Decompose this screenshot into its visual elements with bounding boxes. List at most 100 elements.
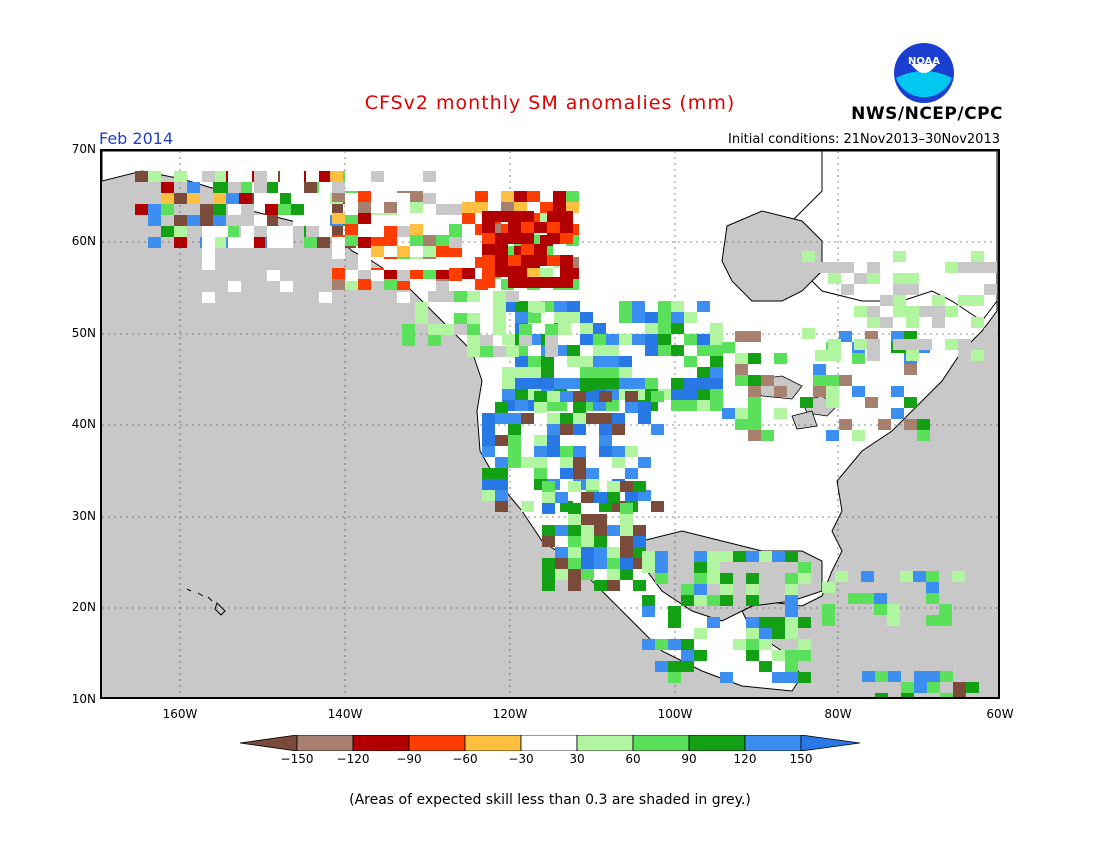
anomaly-cell bbox=[547, 255, 560, 266]
anomaly-cell bbox=[228, 281, 241, 292]
anomaly-cell bbox=[620, 503, 633, 514]
anomaly-cell bbox=[606, 345, 619, 356]
anomaly-cell bbox=[671, 389, 684, 400]
anomaly-cell bbox=[482, 266, 495, 277]
anomaly-cell bbox=[684, 312, 697, 323]
anomaly-cell bbox=[632, 334, 645, 345]
anomaly-cell bbox=[449, 193, 462, 204]
anomaly-cell bbox=[541, 356, 554, 367]
anomaly-cell bbox=[545, 346, 558, 357]
anomaly-cell bbox=[759, 551, 772, 562]
anomaly-cell bbox=[642, 562, 655, 573]
anomaly-cell bbox=[785, 628, 798, 639]
anomaly-cell bbox=[267, 248, 280, 259]
anomaly-cell bbox=[560, 457, 573, 468]
anomaly-cell bbox=[545, 335, 558, 346]
anomaly-cell bbox=[345, 193, 358, 204]
anomaly-cell bbox=[547, 424, 560, 435]
anomaly-cell bbox=[495, 233, 508, 244]
lon-label: 80W bbox=[824, 707, 852, 721]
anomaly-cell bbox=[540, 202, 553, 213]
anomaly-cell bbox=[187, 215, 200, 226]
anomaly-cell bbox=[521, 457, 534, 468]
anomaly-cell bbox=[839, 375, 852, 386]
anomaly-cell bbox=[573, 468, 586, 479]
anomaly-cell bbox=[202, 281, 215, 292]
anomaly-cell bbox=[798, 650, 811, 661]
anomaly-cell bbox=[620, 514, 633, 525]
anomaly-cell bbox=[655, 661, 668, 672]
anomaly-cell bbox=[371, 226, 384, 237]
map-title: CFSv2 monthly SM anomalies (mm) bbox=[364, 92, 736, 114]
colorbar-swatch bbox=[576, 735, 634, 751]
anomaly-cell bbox=[202, 226, 215, 237]
anomaly-cell bbox=[671, 345, 684, 356]
anomaly-cell bbox=[606, 367, 619, 378]
anomaly-cell bbox=[599, 391, 612, 402]
anomaly-cell bbox=[586, 479, 599, 490]
anomaly-cell bbox=[875, 671, 888, 682]
anomaly-cell bbox=[345, 235, 358, 246]
anomaly-cell bbox=[436, 193, 449, 204]
anomaly-cell bbox=[852, 353, 865, 364]
anomaly-cell bbox=[475, 224, 488, 235]
anomaly-cell bbox=[638, 490, 651, 501]
anomaly-cell bbox=[917, 430, 930, 441]
lon-label: 160W bbox=[162, 707, 198, 721]
anomaly-cell bbox=[694, 584, 707, 595]
anomaly-cell bbox=[436, 259, 449, 270]
anomaly-cell bbox=[815, 350, 828, 361]
anomaly-cell bbox=[697, 378, 710, 389]
anomaly-cell bbox=[887, 615, 900, 626]
anomaly-cell bbox=[619, 356, 632, 367]
anomaly-cell bbox=[493, 291, 506, 302]
anomaly-cell bbox=[852, 386, 865, 397]
anomaly-cell bbox=[645, 378, 658, 389]
anomaly-cell bbox=[707, 551, 720, 562]
anomaly-cell bbox=[707, 595, 720, 606]
anomaly-cell bbox=[568, 503, 581, 514]
anomaly-cell bbox=[932, 295, 945, 306]
anomaly-cell bbox=[697, 400, 710, 411]
anomaly-cell bbox=[645, 323, 658, 334]
anomaly-cell bbox=[241, 204, 254, 215]
anomaly-cell bbox=[254, 171, 267, 182]
anomaly-cell bbox=[449, 281, 462, 292]
anomaly-cell bbox=[748, 419, 761, 430]
anomaly-cell bbox=[532, 302, 545, 313]
anomaly-cell bbox=[542, 481, 555, 492]
initial-conditions-label: Initial conditions: 21Nov2013–30Nov2013 bbox=[728, 132, 1000, 147]
anomaly-cell bbox=[761, 430, 774, 441]
anomaly-cell bbox=[449, 237, 462, 248]
anomaly-cell bbox=[813, 364, 826, 375]
anomaly-cell bbox=[774, 386, 787, 397]
anomaly-cell bbox=[815, 262, 828, 273]
anomaly-cell bbox=[345, 270, 358, 281]
anomaly-cell bbox=[697, 334, 710, 345]
anomaly-cell bbox=[306, 215, 319, 226]
anomaly-cell bbox=[540, 213, 553, 224]
anomaly-cell bbox=[371, 235, 384, 246]
anomaly-cell bbox=[467, 291, 480, 302]
anomaly-cell bbox=[697, 345, 710, 356]
anomaly-cell bbox=[306, 248, 319, 259]
anomaly-cell bbox=[161, 204, 174, 215]
anomaly-cell bbox=[625, 391, 638, 402]
anomaly-cell bbox=[319, 292, 332, 303]
anomaly-cell bbox=[542, 580, 555, 591]
anomaly-cell bbox=[482, 255, 495, 266]
anomaly-cell bbox=[826, 375, 839, 386]
anomaly-cell bbox=[642, 551, 655, 562]
anomaly-cell bbox=[187, 182, 200, 193]
anomaly-cell bbox=[560, 391, 573, 402]
anomaly-cell bbox=[966, 682, 979, 693]
anomaly-cell bbox=[293, 193, 306, 204]
lon-label: 140W bbox=[327, 707, 363, 721]
anomaly-cell bbox=[508, 435, 521, 446]
anomaly-cell bbox=[558, 313, 571, 324]
anomaly-cell bbox=[423, 246, 436, 257]
anomaly-cell bbox=[254, 226, 267, 237]
anomaly-cell bbox=[560, 501, 573, 512]
agency-label: NWS/NCEP/CPC bbox=[851, 104, 1003, 124]
anomaly-cell bbox=[722, 408, 735, 419]
